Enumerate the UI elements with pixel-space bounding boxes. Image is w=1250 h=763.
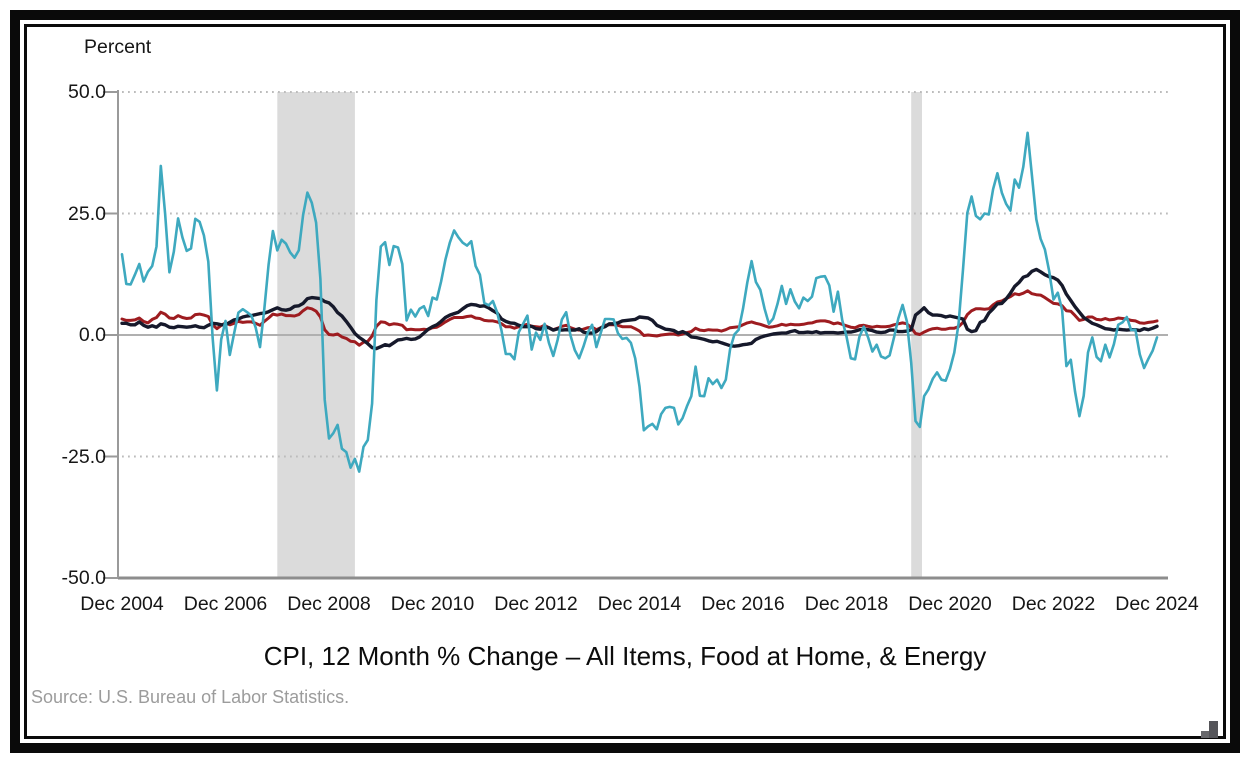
y-tick-label: 50.0 xyxy=(68,81,106,103)
y-tick-label: -50.0 xyxy=(61,567,106,589)
corner-mark xyxy=(1201,731,1209,738)
x-tick-label: Dec 2010 xyxy=(390,593,475,615)
y-tick-label: 0.0 xyxy=(78,324,106,346)
y-axis-title: Percent xyxy=(84,36,152,58)
x-tick-label: Dec 2008 xyxy=(287,593,371,615)
x-tick-label: Dec 2016 xyxy=(701,593,785,615)
chart-title: CPI, 12 Month % Change – All Items, Food… xyxy=(263,641,987,671)
x-tick-label: Dec 2006 xyxy=(183,593,268,615)
inner-frame xyxy=(24,24,1226,739)
x-tick-label: Dec 2020 xyxy=(908,593,992,615)
food-at-home-line xyxy=(120,267,1159,351)
x-tick-label: Dec 2024 xyxy=(1115,593,1199,615)
x-tick-label: Dec 2012 xyxy=(494,593,578,615)
source-note: Source: U.S. Bureau of Labor Statistics. xyxy=(31,687,350,707)
outer-frame xyxy=(10,10,1240,753)
x-tick-label: Dec 2022 xyxy=(1011,593,1096,615)
x-tick-label: Dec 2018 xyxy=(804,593,889,615)
y-tick-label: -25.0 xyxy=(61,445,106,468)
all-items-line xyxy=(120,289,1159,347)
energy-line xyxy=(120,131,1159,473)
x-tick-label: Dec 2014 xyxy=(597,593,682,615)
corner-mark xyxy=(1209,721,1218,738)
x-tick-label: Dec 2004 xyxy=(80,593,164,615)
y-tick-label: 25.0 xyxy=(68,202,106,225)
